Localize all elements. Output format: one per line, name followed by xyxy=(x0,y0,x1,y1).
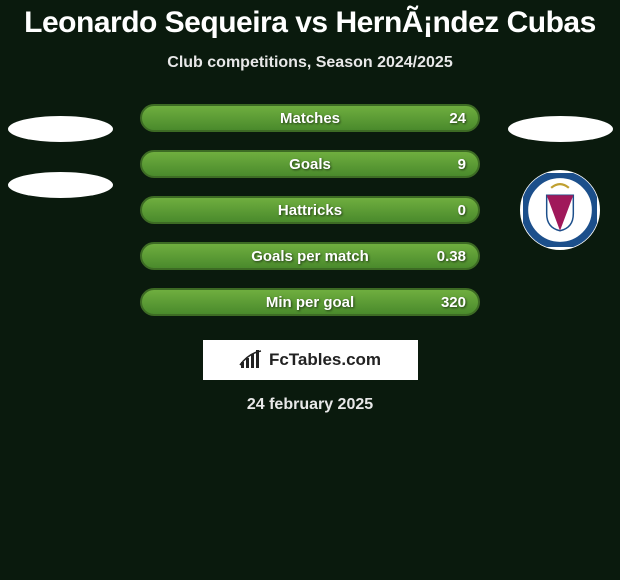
stat-row: Min per goal 320 xyxy=(140,288,480,316)
deportivo-badge-icon xyxy=(523,173,597,247)
brand-text: FcTables.com xyxy=(269,350,381,370)
stat-value-right: 0.38 xyxy=(437,248,466,265)
comparison-content: Matches 24 Goals 9 Hattricks 0 Goals per… xyxy=(0,104,620,414)
page-title: Leonardo Sequeira vs HernÃ¡ndez Cubas xyxy=(0,0,620,40)
stat-value-right: 320 xyxy=(441,294,466,311)
stat-value-right: 9 xyxy=(458,156,466,173)
stat-label: Goals per match xyxy=(142,248,478,265)
club-logo xyxy=(520,170,600,250)
stat-row: Matches 24 xyxy=(140,104,480,132)
stat-value-right: 24 xyxy=(449,110,466,127)
date-text: 24 february 2025 xyxy=(0,396,620,414)
brand-badge: FcTables.com xyxy=(203,340,418,380)
bar-chart-icon xyxy=(239,350,263,370)
stat-row: Hattricks 0 xyxy=(140,196,480,224)
stats-bars: Matches 24 Goals 9 Hattricks 0 Goals per… xyxy=(140,104,480,316)
stat-label: Hattricks xyxy=(142,202,478,219)
player-photo-placeholder xyxy=(508,116,613,142)
stat-label: Min per goal xyxy=(142,294,478,311)
stat-label: Goals xyxy=(142,156,478,173)
subtitle: Club competitions, Season 2024/2025 xyxy=(0,54,620,72)
stat-label: Matches xyxy=(142,110,478,127)
stat-value-right: 0 xyxy=(458,202,466,219)
player-photo-placeholder xyxy=(8,116,113,142)
stat-row: Goals per match 0.38 xyxy=(140,242,480,270)
left-player-column xyxy=(0,104,120,216)
club-logo-placeholder xyxy=(8,172,113,198)
right-player-column xyxy=(500,104,620,250)
stat-row: Goals 9 xyxy=(140,150,480,178)
